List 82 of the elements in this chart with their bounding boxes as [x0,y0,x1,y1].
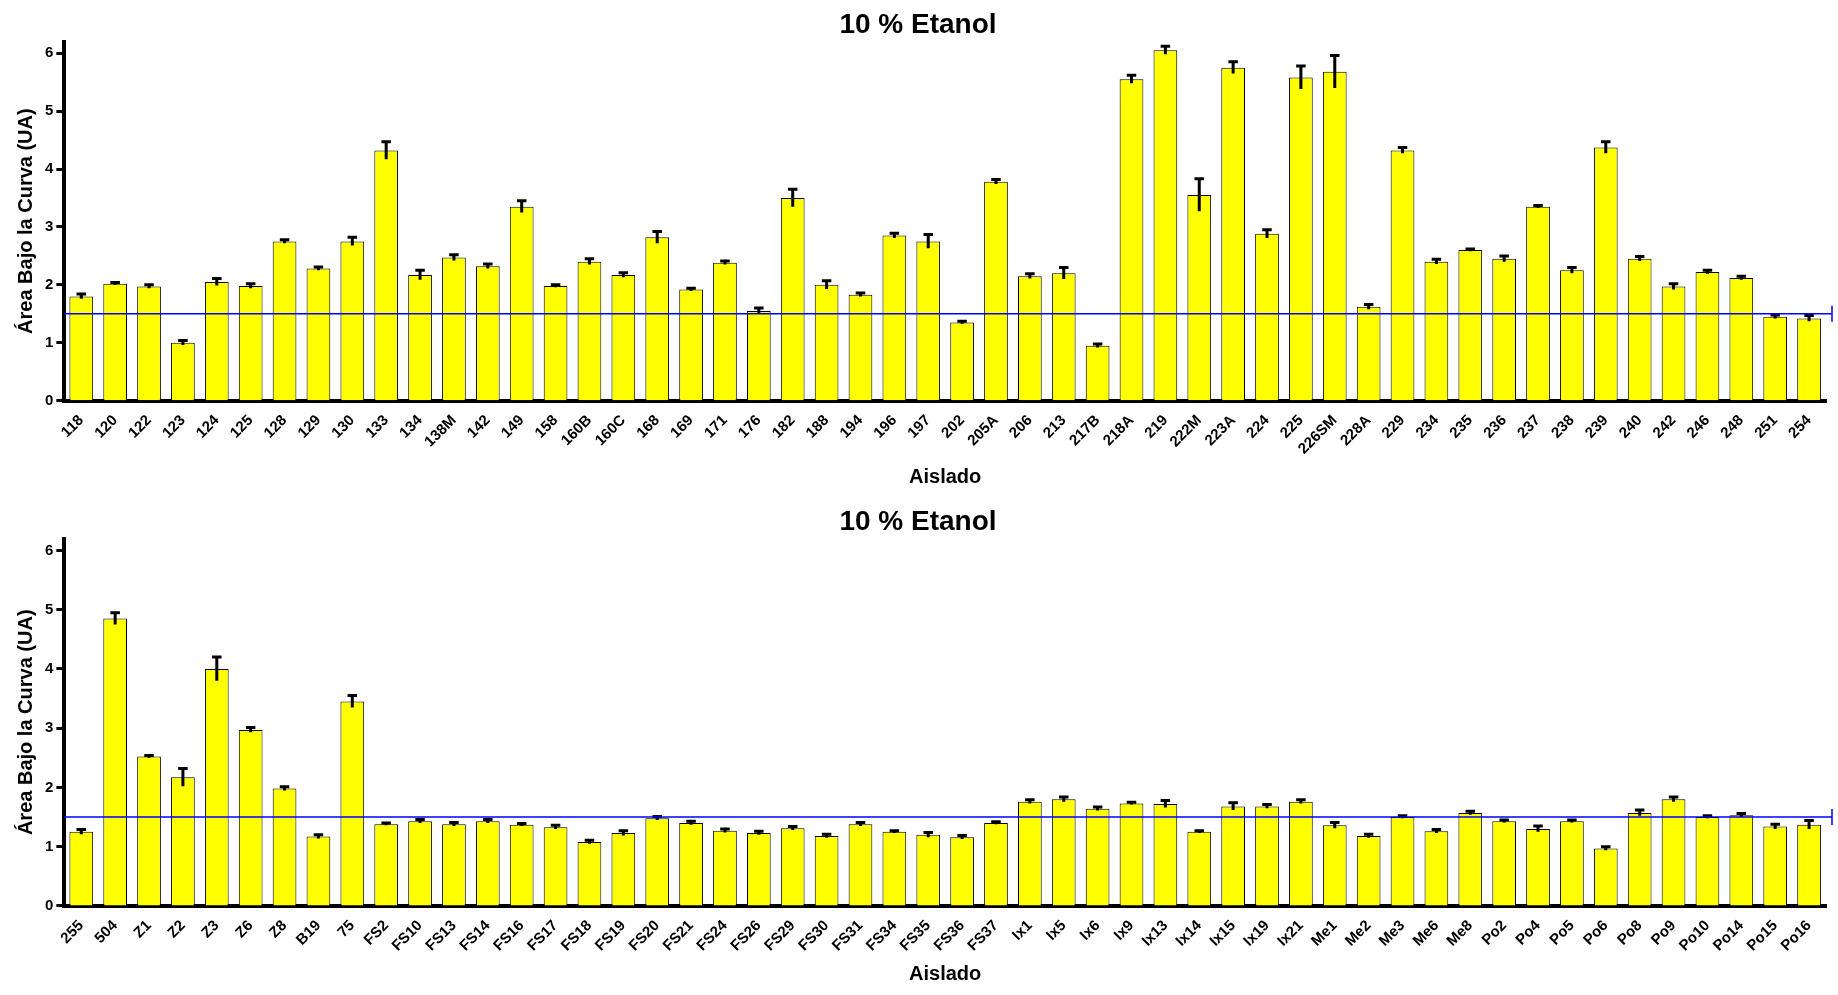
x-tick-label: B19 [291,916,324,948]
x-axis-title: Aislado [909,464,982,487]
x-tick-label: 254 [1784,410,1815,441]
x-tick-label: 171 [700,411,731,441]
x-tick-label: Po4 [1511,915,1544,948]
y-tick-label: 6 [45,540,54,558]
x-tick-label: 120 [90,411,121,441]
x-tick-label: 504 [90,915,121,947]
x-tick-label: 176 [734,411,764,441]
chart-title: 10 % Etanol [839,7,997,39]
y-tick-label: 4 [45,159,54,177]
x-tick-label: 142 [463,411,493,441]
x-tick-label: 129 [293,411,324,441]
y-tick-label: 0 [45,390,54,408]
x-tick-label: Ix9 [1109,916,1137,944]
y-tick-label: 5 [45,101,54,119]
x-tick-label: 234 [1411,410,1442,441]
y-tick-label: 6 [45,43,54,61]
x-tick-label: Ix6 [1075,916,1103,944]
y-tick-label: 2 [45,274,54,292]
x-tick-label: 251 [1750,411,1781,441]
x-tick-label: Ix1 [1008,916,1035,944]
x-tick-label: 248 [1716,411,1747,441]
x-tick-label: FS2 [359,916,392,948]
x-tick-label: 75 [333,916,358,941]
x-tick-label: 202 [937,411,968,441]
x-tick-label: 188 [801,411,832,441]
x-tick-label: 239 [1581,411,1611,441]
x-tick-label: 133 [361,411,392,441]
x-tick-label: 169 [666,411,697,441]
y-axis-title: Área Bajo la Curva (UA) [13,108,36,334]
x-tick-label: 236 [1479,411,1510,441]
x-tick-label: 194 [835,410,866,441]
x-tick-label: 158 [530,411,561,441]
x-tick-label: 255 [56,916,87,947]
x-tick-label: 197 [903,411,934,441]
y-tick-label: 3 [45,217,54,235]
x-tick-label: Z1 [129,916,155,941]
x-tick-label: Ix21 [1273,916,1306,949]
x-tick-label: 118 [57,411,87,441]
x-tick-label: Po6 [1579,916,1611,948]
x-tick-label: Z8 [265,916,290,941]
x-tick-label: 128 [259,411,290,441]
y-tick-label: 5 [45,599,54,617]
x-tick-label: 213 [1039,411,1069,441]
x-tick-label: 240 [1615,411,1645,441]
x-tick-label: 196 [869,411,900,441]
y-tick-label: 1 [45,836,54,854]
x-tick-label: 182 [768,411,798,441]
x-tick-label: Po2 [1477,916,1510,948]
x-tick-label: 206 [1005,411,1035,441]
x-tick-label: Po8 [1613,916,1645,948]
x-tick-label: Z3 [197,916,222,941]
x-tick-label: 237 [1513,411,1544,441]
y-tick-label: 1 [45,332,54,350]
x-tick-label: 149 [497,411,527,441]
x-tick-label: 219 [1140,411,1171,441]
x-tick-label: 134 [395,410,426,441]
y-tick-label: 3 [45,718,54,736]
y-tick-label: 0 [45,896,54,914]
x-tick-label: Ix5 [1042,916,1069,944]
x-tick-label: 246 [1682,411,1713,441]
x-tick-label: 235 [1445,411,1476,441]
x-tick-label: Z2 [163,916,188,941]
chart-title: 10 % Etanol [839,504,997,536]
x-tick-label: Me1 [1307,916,1340,949]
x-tick-label: 238 [1547,411,1577,441]
x-tick-label: 123 [158,411,188,441]
x-axis-title: Aislado [909,961,982,984]
x-tick-label: Po9 [1647,916,1679,948]
x-tick-label: 125 [226,411,256,441]
y-tick-label: 2 [45,777,54,795]
x-tick-label: Z6 [231,916,256,941]
y-tick-label: 4 [45,659,54,677]
x-tick-label: 124 [192,410,223,441]
x-tick-label: 229 [1377,411,1408,441]
x-tick-label: 224 [1242,410,1273,441]
x-tick-label: 130 [327,411,358,441]
x-tick-label: 122 [124,411,155,441]
y-axis-title: Área Bajo la Curva (UA) [13,609,36,836]
x-tick-label: 168 [632,411,663,441]
x-tick-label: 242 [1648,411,1679,441]
